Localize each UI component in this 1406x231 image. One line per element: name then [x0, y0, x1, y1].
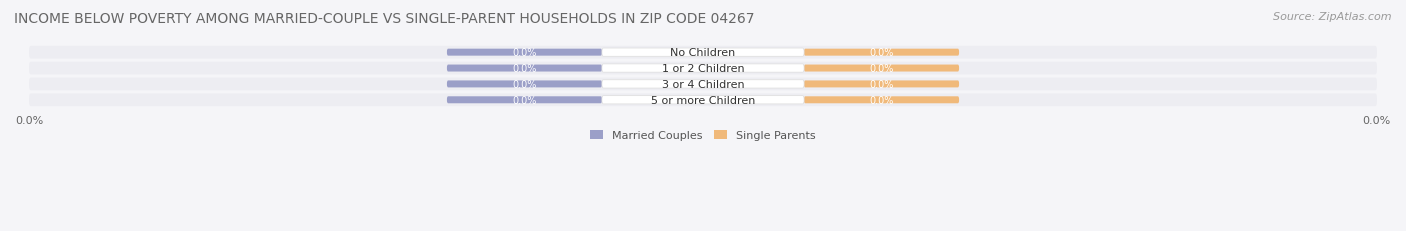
FancyBboxPatch shape [30, 78, 1376, 91]
FancyBboxPatch shape [602, 49, 804, 57]
Text: 0.0%: 0.0% [869, 79, 894, 90]
FancyBboxPatch shape [804, 81, 959, 88]
Text: No Children: No Children [671, 48, 735, 58]
FancyBboxPatch shape [447, 81, 602, 88]
Text: 0.0%: 0.0% [869, 64, 894, 74]
Text: Source: ZipAtlas.com: Source: ZipAtlas.com [1274, 12, 1392, 21]
FancyBboxPatch shape [447, 65, 602, 72]
FancyBboxPatch shape [447, 49, 602, 56]
FancyBboxPatch shape [804, 65, 959, 72]
Text: 0.0%: 0.0% [869, 95, 894, 105]
Text: 0.0%: 0.0% [512, 79, 537, 90]
Text: INCOME BELOW POVERTY AMONG MARRIED-COUPLE VS SINGLE-PARENT HOUSEHOLDS IN ZIP COD: INCOME BELOW POVERTY AMONG MARRIED-COUPL… [14, 12, 755, 25]
FancyBboxPatch shape [602, 65, 804, 73]
FancyBboxPatch shape [30, 47, 1376, 59]
FancyBboxPatch shape [447, 97, 602, 104]
Legend: Married Couples, Single Parents: Married Couples, Single Parents [591, 130, 815, 140]
Text: 3 or 4 Children: 3 or 4 Children [662, 79, 744, 90]
FancyBboxPatch shape [602, 96, 804, 104]
FancyBboxPatch shape [602, 80, 804, 89]
Text: 0.0%: 0.0% [512, 95, 537, 105]
FancyBboxPatch shape [804, 49, 959, 56]
FancyBboxPatch shape [30, 94, 1376, 107]
Text: 0.0%: 0.0% [512, 48, 537, 58]
Text: 0.0%: 0.0% [869, 48, 894, 58]
Text: 1 or 2 Children: 1 or 2 Children [662, 64, 744, 74]
Text: 5 or more Children: 5 or more Children [651, 95, 755, 105]
FancyBboxPatch shape [30, 62, 1376, 75]
Text: 0.0%: 0.0% [512, 64, 537, 74]
FancyBboxPatch shape [804, 97, 959, 104]
